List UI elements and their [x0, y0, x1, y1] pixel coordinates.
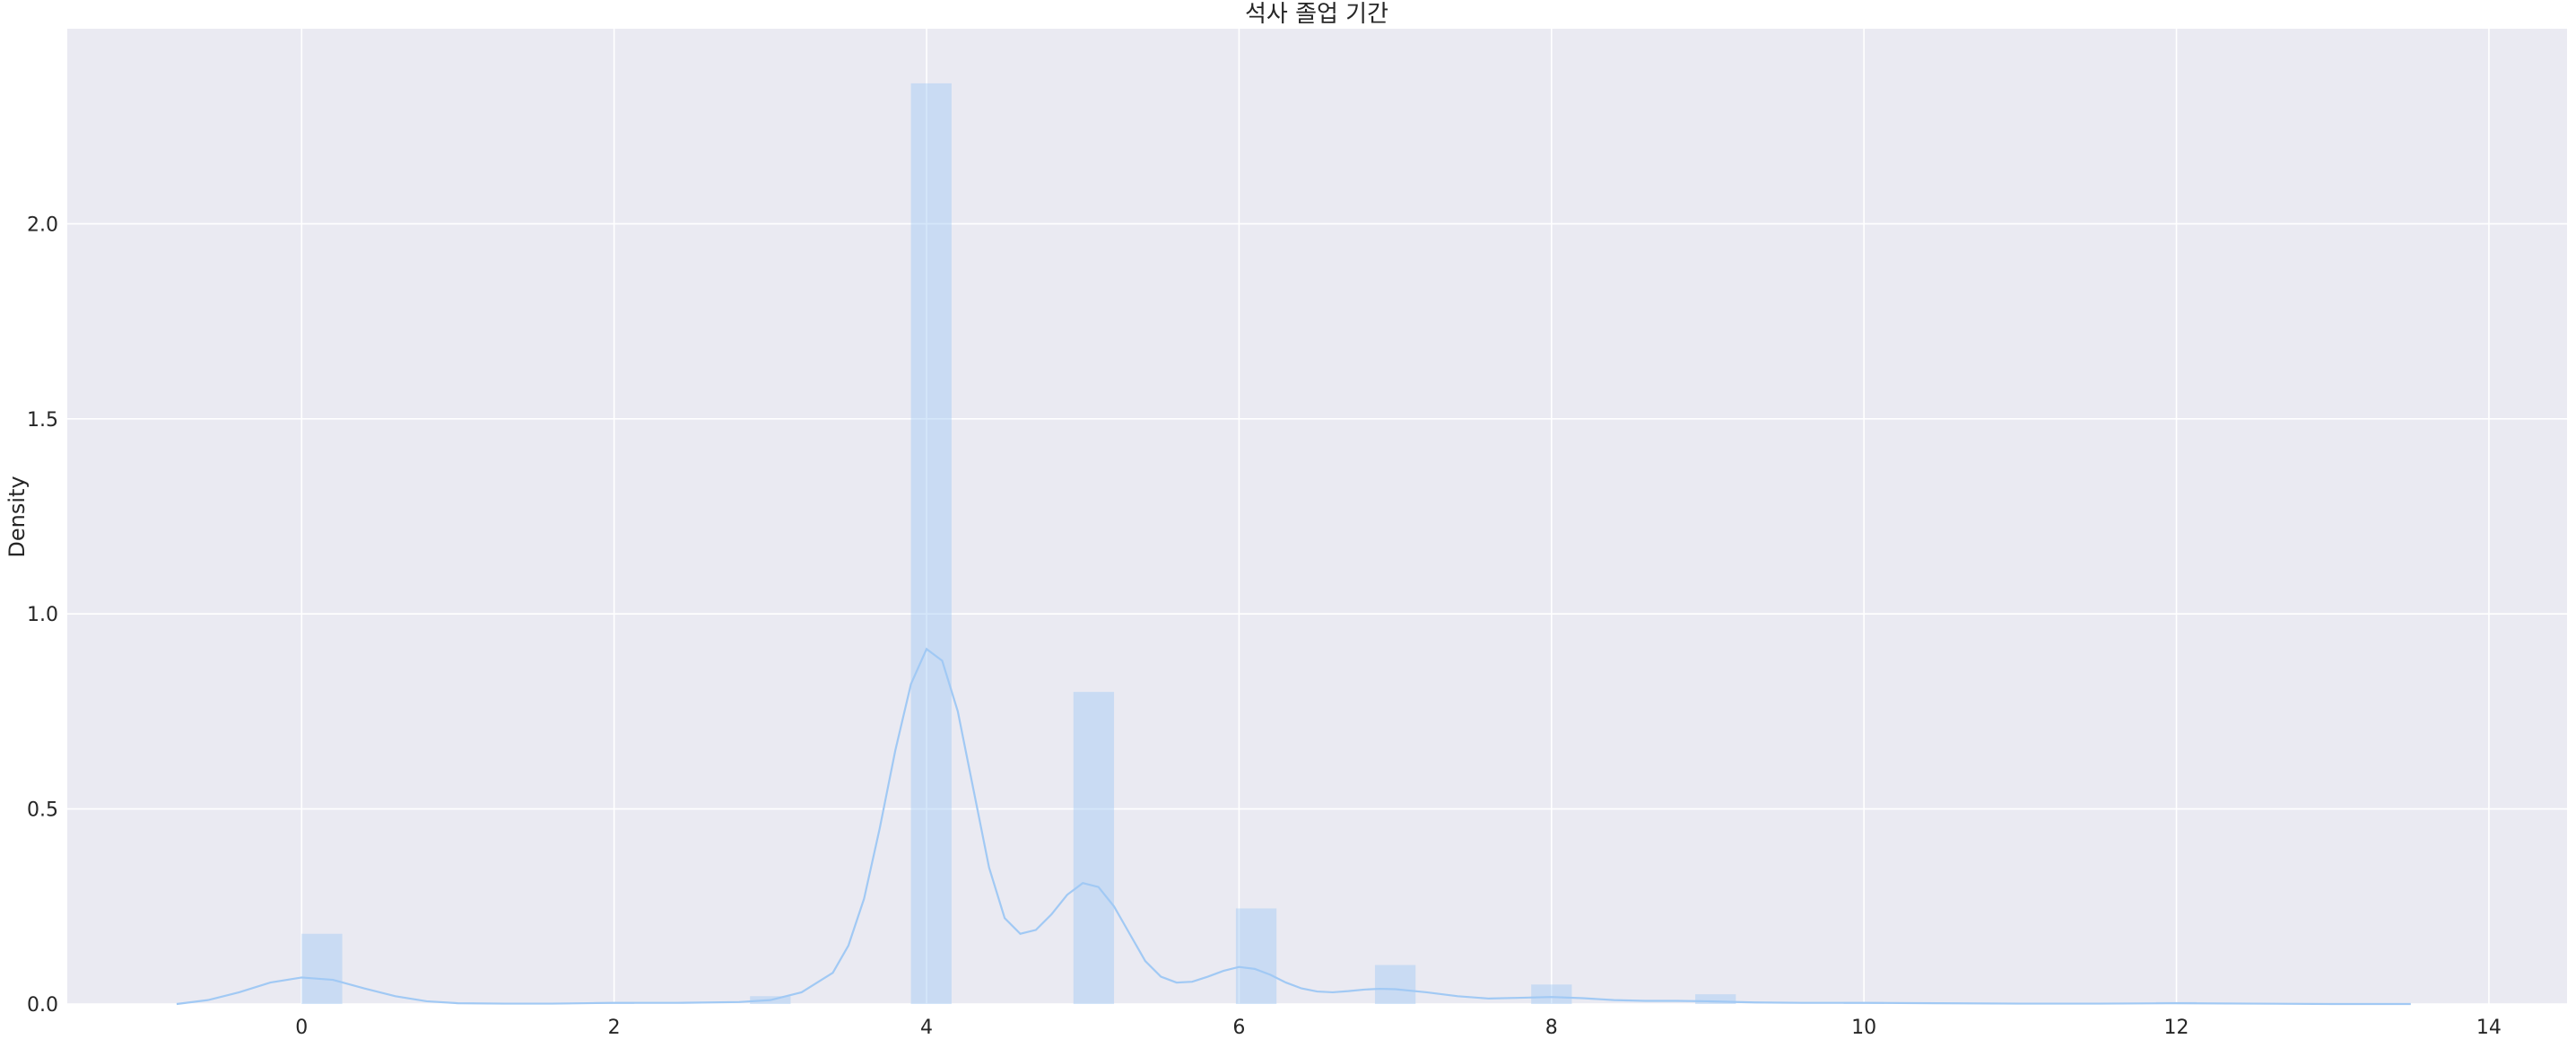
- x-tick-label: 14: [2476, 1017, 2502, 1039]
- chart-title: 석사 졸업 기간: [1245, 1, 1388, 28]
- x-tick-label: 8: [1545, 1017, 1558, 1039]
- x-tick-labels: 0 2 4 6 8 10 12 14: [295, 1017, 2502, 1039]
- y-axis-label: Density: [4, 476, 30, 557]
- x-tick-label: 6: [1232, 1017, 1245, 1039]
- histogram-bars: [301, 83, 2197, 1005]
- x-tick-label: 0: [295, 1017, 308, 1039]
- y-tick-labels: 0.0 0.5 1.0 1.5 2.0: [27, 214, 58, 1017]
- grid-lines: [67, 29, 2567, 1005]
- histogram-bar: [1235, 908, 1277, 1004]
- x-tick-label: 12: [2164, 1017, 2189, 1039]
- histogram-bar: [1531, 984, 1572, 1004]
- y-tick-label: 1.5: [27, 409, 58, 432]
- x-tick-label: 2: [608, 1017, 621, 1039]
- kde-line: [176, 647, 2411, 1006]
- y-tick-label: 0.5: [27, 799, 58, 822]
- y-tick-label: 0.0: [27, 994, 58, 1017]
- histogram-bar: [301, 933, 343, 1004]
- histogram-bar: [1073, 692, 1115, 1004]
- x-tick-label: 4: [920, 1017, 933, 1039]
- histogram-bar: [910, 83, 952, 1005]
- kde-curve: [176, 647, 2411, 1006]
- y-tick-label: 1.0: [27, 604, 58, 626]
- y-tick-label: 2.0: [27, 214, 58, 236]
- x-tick-label: 10: [1851, 1017, 1876, 1039]
- histogram-bar: [1374, 965, 1416, 1004]
- plot-background: [67, 29, 2567, 1004]
- histogram-bar: [1695, 994, 1736, 1004]
